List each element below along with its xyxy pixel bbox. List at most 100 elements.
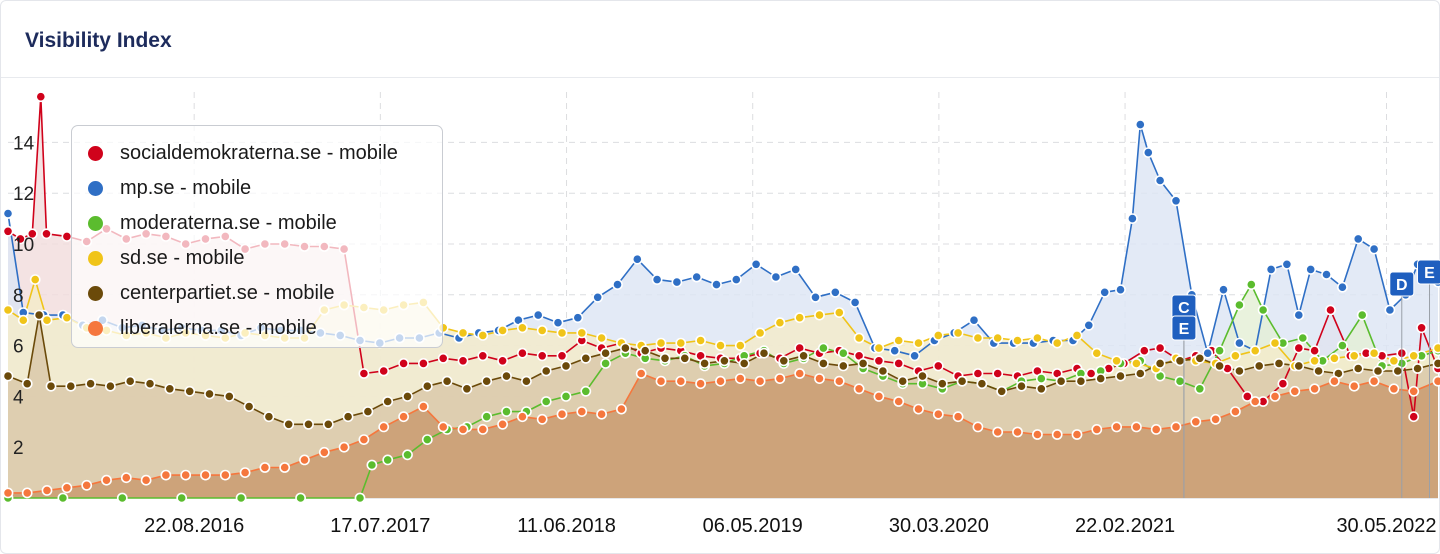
data-point[interactable]: [1099, 286, 1111, 298]
data-point[interactable]: [1329, 352, 1340, 364]
data-point[interactable]: [2, 208, 14, 219]
data-point[interactable]: [1368, 347, 1380, 359]
data-point[interactable]: [243, 401, 255, 412]
data-point[interactable]: [457, 423, 469, 435]
data-point[interactable]: [631, 253, 643, 265]
data-point[interactable]: [1202, 347, 1214, 359]
data-point[interactable]: [580, 352, 592, 364]
data-point[interactable]: [41, 484, 53, 496]
data-point[interactable]: [1269, 337, 1281, 349]
data-point[interactable]: [176, 492, 188, 504]
data-point[interactable]: [972, 368, 984, 379]
data-point[interactable]: [366, 459, 378, 471]
data-point[interactable]: [437, 421, 449, 433]
data-point[interactable]: [144, 378, 156, 390]
data-point[interactable]: [497, 355, 508, 367]
data-point[interactable]: [1356, 309, 1368, 321]
data-point[interactable]: [952, 411, 964, 423]
data-point[interactable]: [853, 332, 865, 344]
data-point[interactable]: [85, 378, 96, 390]
data-point[interactable]: [1352, 363, 1364, 374]
data-point[interactable]: [402, 390, 413, 402]
data-point[interactable]: [338, 441, 350, 453]
data-point[interactable]: [1348, 380, 1360, 392]
data-point[interactable]: [101, 474, 112, 486]
data-point[interactable]: [1134, 368, 1146, 379]
data-point[interactable]: [358, 368, 370, 379]
data-point[interactable]: [1293, 360, 1305, 372]
data-point[interactable]: [556, 408, 568, 420]
data-point[interactable]: [1214, 360, 1225, 372]
data-point[interactable]: [917, 370, 928, 382]
data-point[interactable]: [1115, 370, 1126, 382]
data-point[interactable]: [1329, 375, 1340, 387]
data-point[interactable]: [481, 375, 493, 387]
data-point[interactable]: [695, 335, 706, 346]
data-point[interactable]: [223, 390, 235, 402]
data-point[interactable]: [992, 332, 1004, 344]
data-point[interactable]: [521, 375, 532, 387]
data-point[interactable]: [580, 385, 592, 397]
data-point[interactable]: [620, 342, 631, 354]
data-point[interactable]: [655, 375, 667, 387]
data-point[interactable]: [972, 421, 984, 433]
data-point[interactable]: [1337, 340, 1348, 351]
data-point[interactable]: [81, 479, 93, 491]
data-point[interactable]: [1321, 269, 1332, 280]
data-point[interactable]: [1170, 195, 1182, 207]
data-point[interactable]: [556, 350, 568, 362]
data-point[interactable]: [1412, 363, 1423, 374]
data-point[interactable]: [1154, 175, 1166, 186]
data-point[interactable]: [1012, 426, 1023, 438]
data-point[interactable]: [1293, 342, 1305, 354]
data-point[interactable]: [1032, 332, 1043, 344]
data-point[interactable]: [1289, 385, 1301, 397]
data-point[interactable]: [1257, 304, 1269, 316]
data-point[interactable]: [877, 365, 889, 377]
data-point[interactable]: [497, 324, 508, 336]
data-point[interactable]: [1245, 279, 1257, 290]
data-point[interactable]: [2, 304, 14, 316]
legend-item[interactable]: centerpartiet.se - mobile: [88, 278, 335, 308]
data-point[interactable]: [417, 357, 429, 369]
data-point[interactable]: [1249, 345, 1261, 357]
data-point[interactable]: [1170, 421, 1182, 433]
data-point[interactable]: [932, 360, 944, 372]
data-point[interactable]: [909, 350, 920, 362]
data-point[interactable]: [675, 337, 687, 349]
data-point[interactable]: [1432, 358, 1440, 369]
data-point[interactable]: [1131, 421, 1142, 433]
data-point[interactable]: [1234, 337, 1245, 349]
data-point[interactable]: [164, 383, 176, 395]
data-point[interactable]: [818, 357, 829, 369]
data-point[interactable]: [1190, 416, 1202, 428]
data-point[interactable]: [1368, 243, 1380, 255]
data-point[interactable]: [421, 380, 433, 392]
data-point[interactable]: [1392, 365, 1404, 377]
data-point[interactable]: [382, 454, 394, 466]
data-point[interactable]: [612, 279, 623, 290]
data-point[interactable]: [299, 454, 310, 466]
data-point[interactable]: [1388, 355, 1400, 367]
data-point[interactable]: [552, 317, 564, 329]
data-point[interactable]: [1384, 304, 1396, 316]
data-point[interactable]: [540, 365, 552, 377]
event-marker-badge[interactable]: [1389, 271, 1415, 297]
data-point[interactable]: [536, 350, 548, 362]
data-point[interactable]: [1115, 284, 1126, 296]
event-marker-e[interactable]: E: [1171, 315, 1197, 498]
data-point[interactable]: [1293, 309, 1305, 321]
data-point[interactable]: [1309, 355, 1320, 367]
data-point[interactable]: [1309, 383, 1320, 395]
data-point[interactable]: [1230, 350, 1241, 362]
data-point[interactable]: [481, 411, 493, 423]
data-point[interactable]: [1432, 342, 1440, 354]
data-point[interactable]: [477, 350, 489, 362]
data-point[interactable]: [279, 462, 291, 473]
data-point[interactable]: [675, 375, 687, 387]
data-point[interactable]: [1249, 396, 1261, 407]
data-point[interactable]: [1241, 390, 1253, 402]
event-marker-e[interactable]: E: [1417, 259, 1440, 498]
data-point[interactable]: [1388, 383, 1400, 395]
